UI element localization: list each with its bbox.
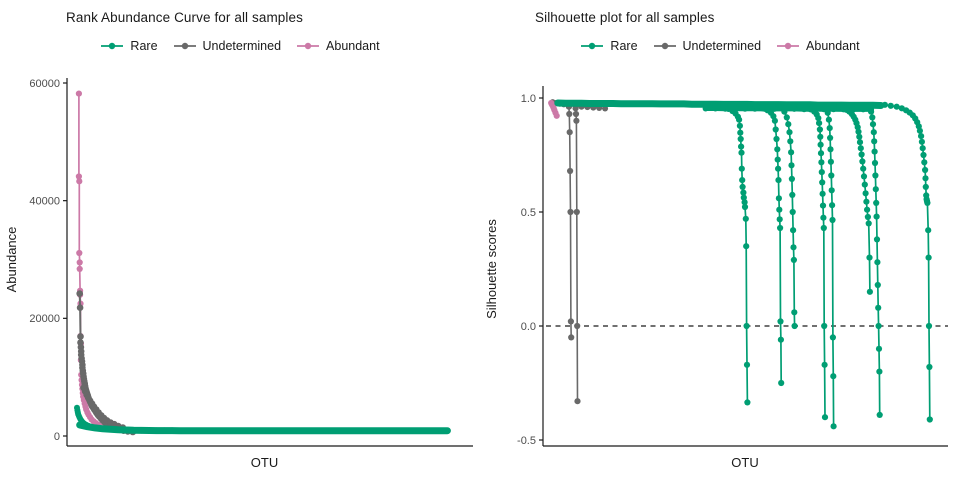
legend-item-rare: Rare bbox=[100, 39, 158, 53]
legend-key-rare-icon bbox=[581, 42, 604, 50]
y-axis-title: Silhouette scores bbox=[484, 219, 499, 319]
legend-item-rare: Rare bbox=[580, 39, 638, 53]
legend-key-abundant-icon bbox=[297, 42, 320, 50]
legend-item-abundant: Abundant bbox=[776, 39, 860, 53]
series-undetermined bbox=[80, 384, 127, 431]
panel-rank-abundance: Rank Abundance Curve for all samples Rar… bbox=[0, 10, 480, 470]
x-axis-title: OTU bbox=[251, 455, 278, 470]
legend-item-undetermined: Undetermined bbox=[173, 39, 282, 53]
series-rare bbox=[836, 103, 873, 295]
series-undetermined bbox=[572, 105, 581, 405]
series-rare bbox=[881, 101, 933, 423]
y-tick-label: 1.0 bbox=[521, 93, 536, 105]
y-tick-label: 40000 bbox=[29, 196, 60, 208]
axes bbox=[66, 78, 473, 447]
y-tick-label: 0.0 bbox=[521, 321, 536, 333]
y-tick-label: 0.5 bbox=[521, 207, 536, 219]
legend-label: Abundant bbox=[326, 39, 380, 53]
series-rare bbox=[714, 102, 751, 406]
legend-label: Rare bbox=[130, 39, 158, 53]
plot-silhouette: -0.5 0.0 0.5 1.0 OTU Silhouette scores bbox=[484, 86, 948, 470]
chart-title-silhouette: Silhouette plot for all samples bbox=[535, 10, 715, 25]
y-tick-label: 0 bbox=[54, 431, 60, 443]
y-tick-label: 20000 bbox=[29, 313, 60, 325]
legend-label: Abundant bbox=[806, 39, 860, 53]
series-rare bbox=[781, 108, 798, 330]
series-rare bbox=[797, 102, 829, 421]
panel-silhouette: Silhouette plot for all samples Rare Unde… bbox=[480, 0, 960, 480]
y-axis-ticks: -0.5 0.0 0.5 1.0 bbox=[517, 93, 543, 447]
legend-item-undetermined: Undetermined bbox=[653, 39, 762, 53]
legend-key-abundant-icon bbox=[777, 42, 800, 50]
series-rare bbox=[824, 109, 837, 430]
legend-key-undetermined-icon bbox=[173, 42, 196, 50]
y-axis-title: Abundance bbox=[4, 227, 19, 293]
y-axis-ticks: 0 20000 40000 60000 bbox=[29, 78, 67, 443]
legend-rank-abundance: Rare Undetermined Abundant bbox=[0, 38, 480, 54]
legend-item-abundant: Abundant bbox=[296, 39, 380, 53]
chart-title-rank-abundance: Rank Abundance Curve for all samples bbox=[66, 10, 303, 25]
y-tick-label: 60000 bbox=[29, 78, 60, 90]
y-tick-label: -0.5 bbox=[517, 435, 536, 447]
legend-label: Undetermined bbox=[202, 39, 282, 53]
series-rare bbox=[753, 103, 785, 387]
axes bbox=[542, 86, 948, 447]
x-axis-title: OTU bbox=[731, 455, 758, 470]
legend-silhouette: Rare Undetermined Abundant bbox=[480, 38, 960, 54]
legend-label: Undetermined bbox=[682, 39, 762, 53]
series-undetermined bbox=[565, 103, 575, 341]
series-abundant bbox=[548, 99, 560, 119]
series-rare bbox=[76, 421, 451, 435]
legend-key-rare-icon bbox=[101, 42, 124, 50]
legend-key-undetermined-icon bbox=[653, 42, 676, 50]
series-rare bbox=[868, 108, 883, 418]
legend-label: Rare bbox=[610, 39, 638, 53]
plot-rank-abundance: 0 20000 40000 60000 OTU Abundance bbox=[4, 78, 473, 470]
